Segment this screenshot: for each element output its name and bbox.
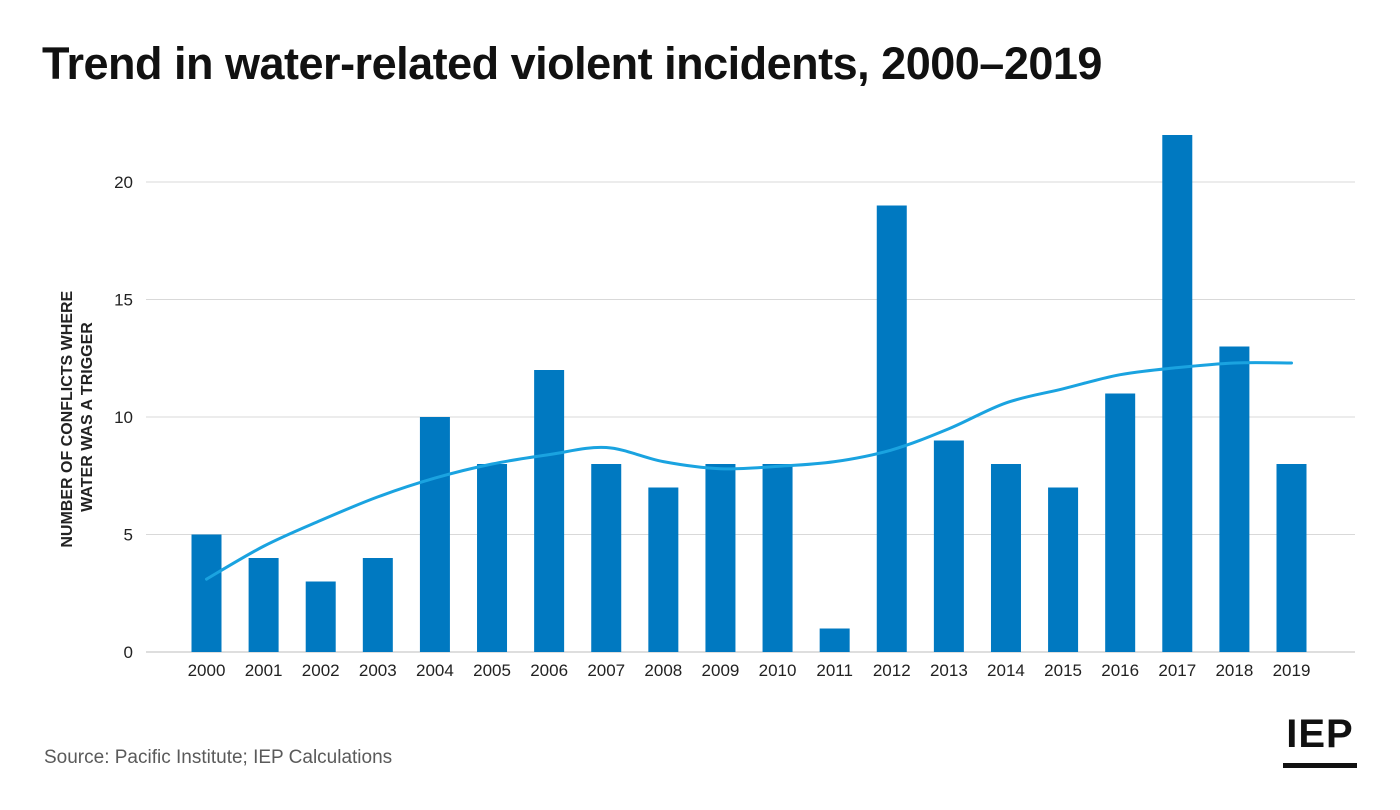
x-tick-label: 2002 xyxy=(302,661,340,680)
y-axis-label-line-1: NUMBER OF CONFLICTS WHERE xyxy=(59,290,76,547)
bar xyxy=(591,464,622,652)
chart-title: Trend in water-related violent incidents… xyxy=(42,38,1102,89)
x-tick-label: 2017 xyxy=(1158,661,1196,680)
bar xyxy=(705,464,736,652)
x-tick-label: 2003 xyxy=(359,661,397,680)
bar xyxy=(419,417,450,652)
x-tick-label: 2011 xyxy=(816,661,853,680)
bar xyxy=(990,464,1021,652)
y-tick-label: 20 xyxy=(114,173,133,192)
x-tick-label: 2015 xyxy=(1044,661,1082,680)
bar xyxy=(534,370,565,652)
x-tick-label: 2004 xyxy=(416,661,454,680)
x-tick-label: 2018 xyxy=(1215,661,1253,680)
bar xyxy=(305,581,336,652)
x-tick-label: 2006 xyxy=(530,661,568,680)
bar xyxy=(762,464,793,652)
x-tick-label: 2014 xyxy=(987,661,1025,680)
y-tick-label: 5 xyxy=(124,526,133,545)
bar xyxy=(248,558,279,652)
y-axis-label-line-2: WATER WAS A TRIGGER xyxy=(79,322,96,512)
x-tick-label: 2016 xyxy=(1101,661,1139,680)
bar xyxy=(648,487,679,652)
source-note: Source: Pacific Institute; IEP Calculati… xyxy=(44,747,393,768)
iep-logo-text: IEP xyxy=(1286,712,1354,756)
bar xyxy=(933,440,964,652)
trend-line xyxy=(205,361,1293,581)
x-axis-ticks: 2000 2001 2002 2003 2004 2005 2006 2007 2008 2009… xyxy=(188,661,1311,680)
bar xyxy=(362,558,393,652)
x-tick-label: 2005 xyxy=(473,661,511,680)
y-tick-label: 10 xyxy=(114,408,133,427)
x-tick-label: 2019 xyxy=(1273,661,1311,680)
x-tick-label: 2000 xyxy=(188,661,226,680)
bar xyxy=(1105,393,1136,652)
trend-line-group xyxy=(205,361,1293,581)
bar xyxy=(1162,135,1193,652)
iep-logo-underline xyxy=(1283,763,1357,768)
bar xyxy=(1276,464,1307,652)
x-tick-label: 2010 xyxy=(759,661,797,680)
bars xyxy=(191,135,1307,652)
x-tick-label: 2008 xyxy=(644,661,682,680)
y-axis-ticks: 0 5 10 15 20 xyxy=(114,173,133,662)
bar xyxy=(876,205,907,652)
x-tick-label: 2009 xyxy=(702,661,740,680)
iep-logo: IEP xyxy=(1283,712,1357,768)
y-axis-label: NUMBER OF CONFLICTS WHERE WATER WAS A TR… xyxy=(59,286,96,547)
x-tick-label: 2007 xyxy=(587,661,625,680)
bar xyxy=(1219,346,1250,652)
y-tick-label: 0 xyxy=(124,643,133,662)
x-tick-label: 2012 xyxy=(873,661,911,680)
bar xyxy=(191,534,222,652)
bar xyxy=(477,464,508,652)
x-tick-label: 2013 xyxy=(930,661,968,680)
bar xyxy=(1048,487,1079,652)
x-tick-label: 2001 xyxy=(245,661,283,680)
gridlines xyxy=(146,181,1355,653)
y-tick-label: 15 xyxy=(114,291,133,310)
bar xyxy=(819,628,850,652)
